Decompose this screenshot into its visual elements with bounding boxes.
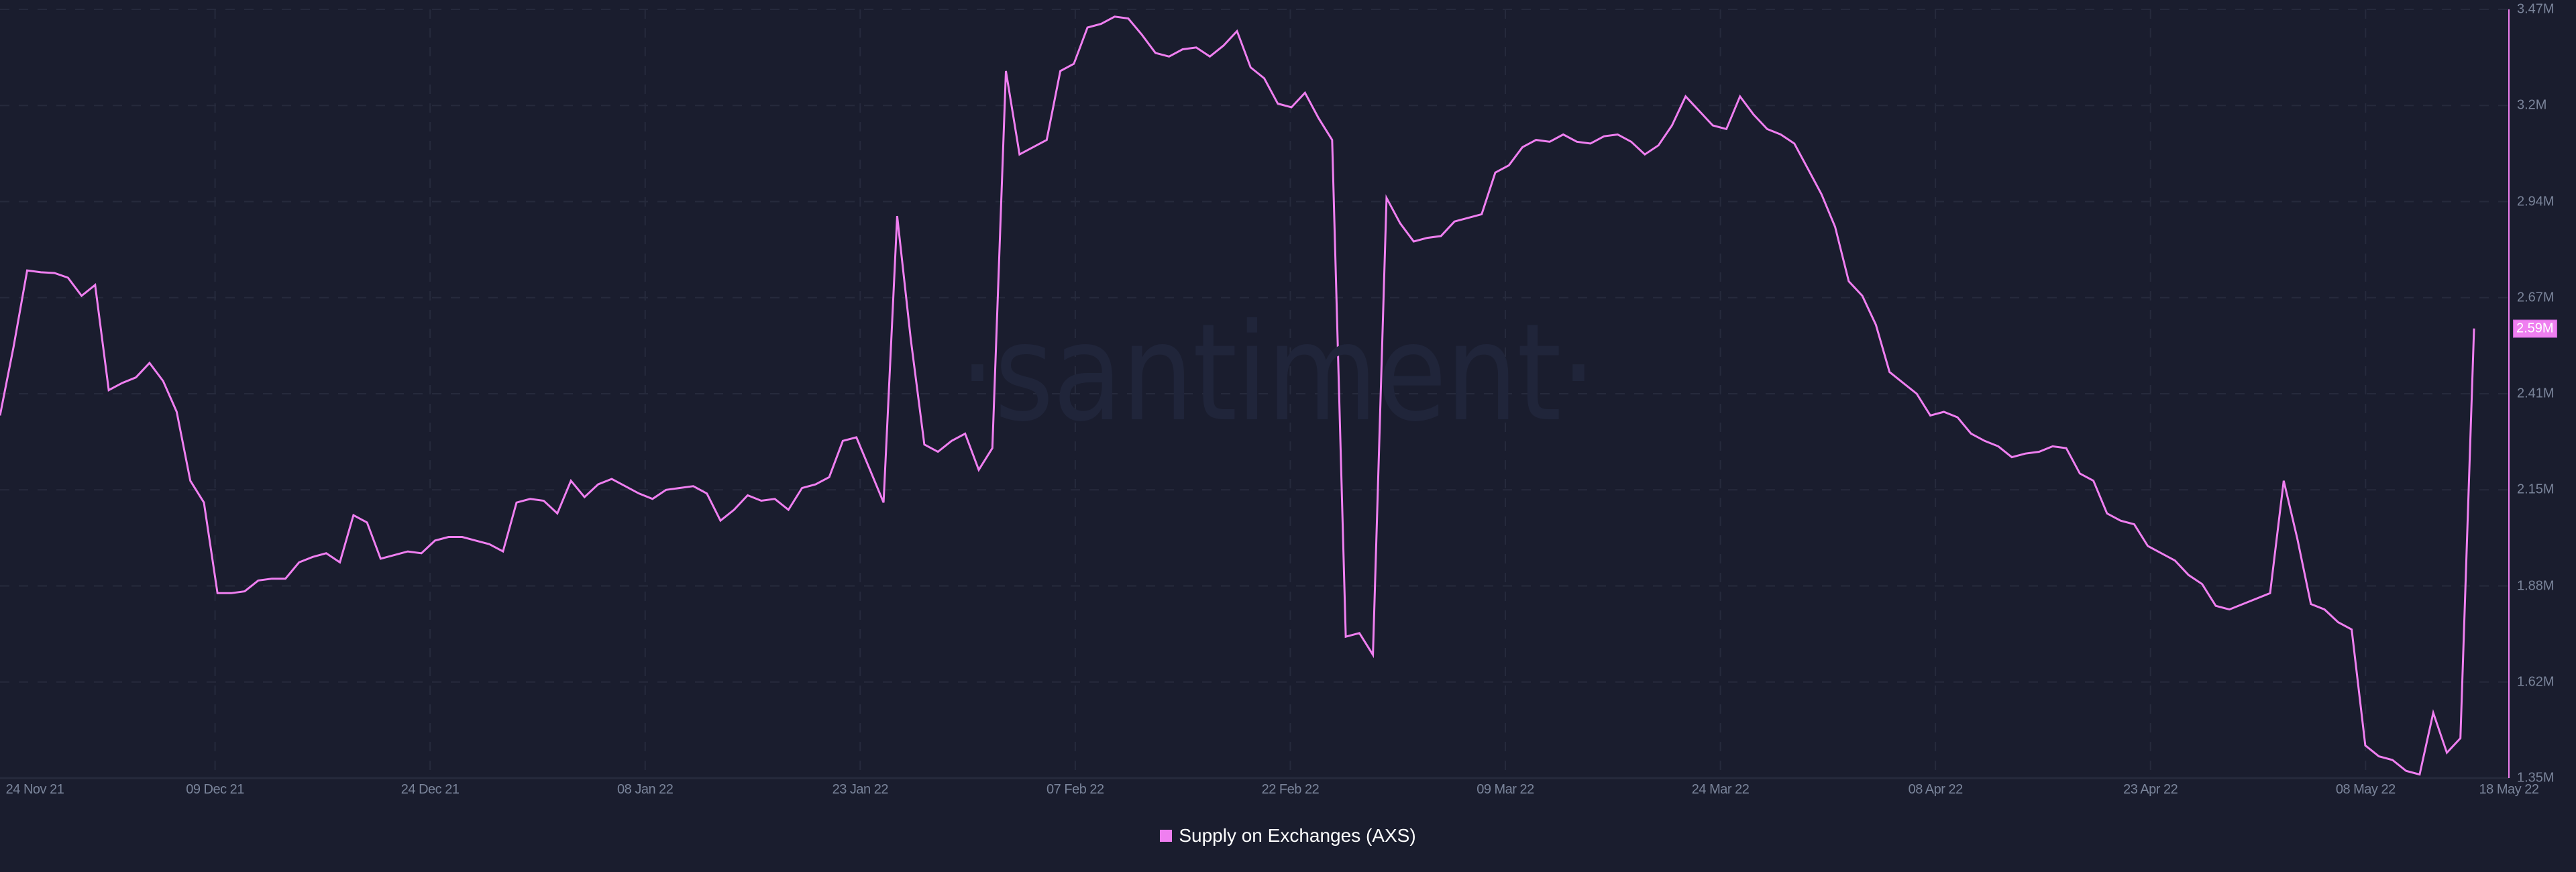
- horizontal-gridlines: [0, 9, 2509, 683]
- x-tick-label: 08 Jan 22: [617, 782, 674, 797]
- y-tick-label: 1.35M: [2517, 770, 2555, 785]
- x-tick-label: 24 Dec 21: [400, 782, 460, 797]
- x-tick-label: 22 Feb 22: [1261, 782, 1320, 797]
- y-tick-label: 2.41M: [2517, 386, 2555, 401]
- x-tick-label: 09 Mar 22: [1477, 782, 1534, 797]
- last-value-badge: 2.59M: [2513, 319, 2557, 338]
- legend-label[interactable]: Supply on Exchanges (AXS): [1179, 825, 1416, 846]
- y-tick-label: 3.2M: [2517, 97, 2547, 113]
- x-tick-label: 09 Dec 21: [186, 782, 244, 797]
- x-tick-label: 08 Apr 22: [1908, 782, 1964, 797]
- y-tick-label: 2.67M: [2517, 290, 2555, 305]
- y-tick-label: 2.94M: [2517, 194, 2555, 209]
- y-tick-label: 1.88M: [2517, 578, 2555, 593]
- series-line-supply-on-exchanges[interactable]: [0, 15, 2475, 776]
- y-tick-label: 2.15M: [2517, 482, 2555, 497]
- legend-swatch-icon[interactable]: [1160, 830, 1173, 842]
- x-tick-label: 24 Mar 22: [1691, 782, 1750, 797]
- x-tick-label: 18 May 22: [2479, 782, 2539, 797]
- x-tick-label: 23 Jan 22: [832, 782, 889, 797]
- x-tick-label: 24 Nov 21: [5, 782, 64, 797]
- y-tick-label: 1.62M: [2517, 674, 2555, 690]
- x-tick-label: 08 May 22: [2335, 782, 2396, 797]
- x-tick-label: 07 Feb 22: [1046, 782, 1104, 797]
- x-tick-label: 23 Apr 22: [2123, 782, 2178, 797]
- vertical-gridlines: [214, 9, 2367, 778]
- legend: Supply on Exchanges (AXS): [0, 825, 2576, 847]
- y-tick-label: 3.47M: [2517, 1, 2555, 17]
